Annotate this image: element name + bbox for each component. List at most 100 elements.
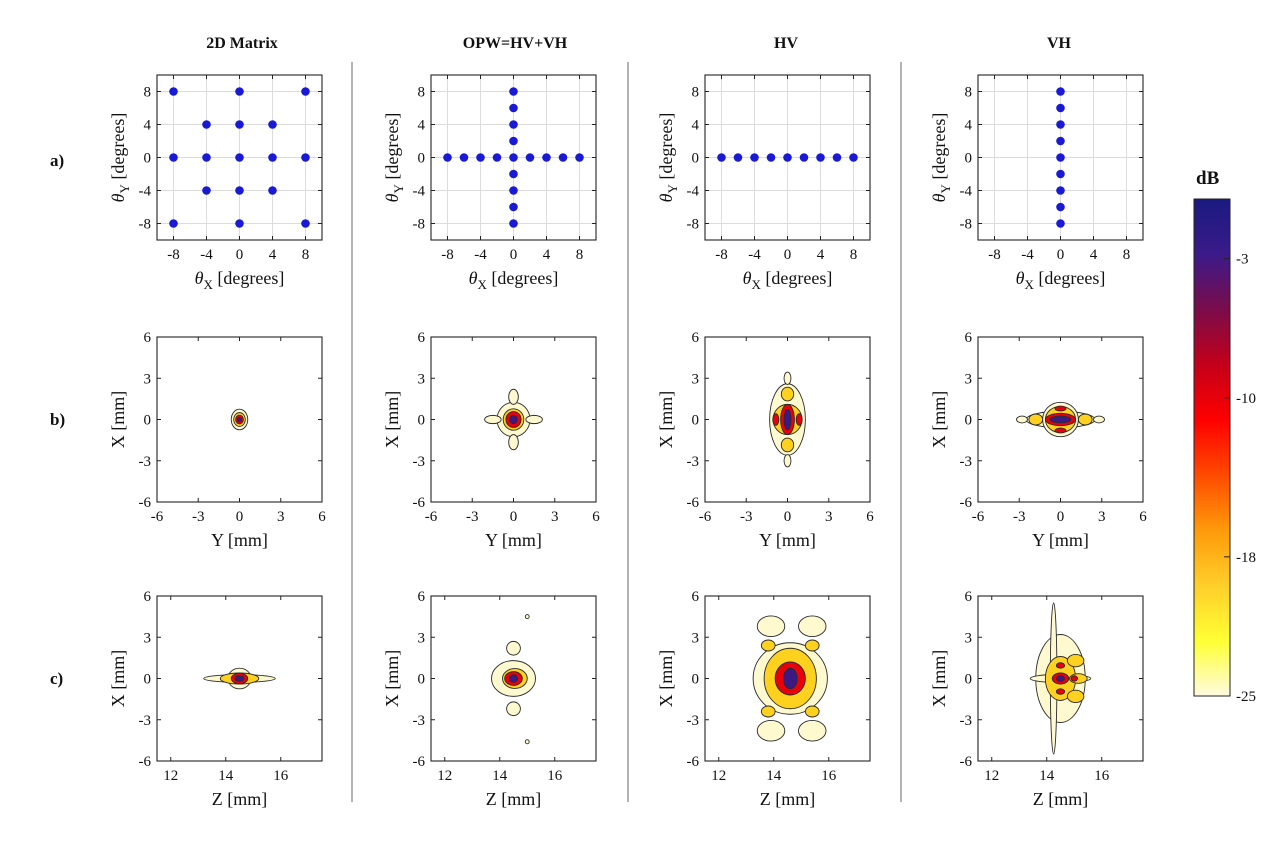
contour-region [1055, 688, 1066, 695]
contour-region [772, 413, 780, 426]
y-tick-label: 0 [965, 413, 973, 429]
y-axis-label: X [mm] [656, 650, 676, 708]
x-tick-label: -8 [988, 247, 1001, 263]
data-point [235, 120, 244, 129]
data-point [202, 153, 211, 162]
y-tick-label: 3 [692, 371, 700, 387]
x-tick-label: -3 [192, 509, 205, 525]
contour-region [1066, 653, 1085, 668]
data-point [1056, 219, 1065, 228]
x-tick-label: 16 [1094, 768, 1110, 784]
data-point [1056, 87, 1065, 96]
x-tick-label: 16 [821, 768, 837, 784]
data-point [509, 120, 518, 129]
contour-region [524, 739, 530, 745]
y-tick-label: 6 [965, 330, 973, 346]
data-point [816, 153, 825, 162]
x-tick-label: 0 [236, 509, 244, 525]
y-tick-label: -6 [960, 754, 973, 770]
data-point [1056, 186, 1065, 195]
contour-region [1054, 405, 1067, 412]
y-axis-label: X [mm] [108, 650, 128, 708]
x-axis-label: Y [mm] [759, 530, 816, 550]
contour-region [795, 413, 803, 426]
x-tick-label: 4 [1090, 247, 1098, 263]
contour-region [1049, 415, 1072, 424]
data-point [169, 219, 178, 228]
y-axis-label: X [mm] [382, 391, 402, 449]
y-axis-label: X [mm] [108, 391, 128, 449]
x-tick-label: -4 [200, 247, 213, 263]
y-tick-label: 0 [965, 151, 973, 167]
data-point [235, 87, 244, 96]
x-tick-label: 0 [510, 247, 518, 263]
data-point [268, 120, 277, 129]
data-point [525, 153, 535, 162]
data-point [509, 153, 518, 162]
contour-region [234, 675, 245, 682]
data-point [750, 153, 759, 162]
contour-group [484, 388, 543, 451]
y-tick-label: -4 [687, 184, 700, 200]
contour-group [203, 667, 276, 690]
x-axis-label: Z [mm] [212, 789, 268, 809]
y-tick-label: 0 [418, 672, 426, 688]
y-tick-label: 0 [144, 413, 152, 429]
x-tick-label: -3 [1013, 509, 1026, 525]
data-point [459, 153, 469, 162]
contour-region [508, 434, 519, 451]
x-axis-label: Y [mm] [1032, 530, 1089, 550]
y-tick-label: 6 [144, 330, 152, 346]
x-tick-label: 12 [711, 768, 726, 784]
y-tick-label: -3 [687, 454, 700, 470]
y-tick-label: -6 [413, 754, 426, 770]
contour-region [1070, 675, 1078, 682]
data-point [509, 136, 518, 146]
data-point [235, 153, 244, 162]
y-axis-label: X [mm] [929, 650, 949, 708]
marker-group [443, 87, 584, 228]
y-axis-label: θY [degrees] [108, 113, 132, 203]
row-label-c: c) [50, 669, 63, 688]
y-tick-label: 3 [144, 630, 152, 646]
data-point [733, 153, 743, 162]
contour-region [1055, 662, 1066, 669]
y-tick-label: -4 [960, 184, 973, 200]
data-point [509, 219, 518, 228]
x-axis-label: Z [mm] [486, 789, 542, 809]
y-tick-label: 8 [144, 85, 152, 101]
data-point [542, 153, 551, 162]
data-point [492, 153, 502, 162]
y-tick-label: 0 [144, 151, 152, 167]
x-axis-label: θX [degrees] [469, 268, 559, 292]
y-tick-label: 8 [692, 85, 700, 101]
y-tick-label: -4 [139, 184, 152, 200]
x-tick-label: 0 [1057, 247, 1065, 263]
contour-region [782, 667, 798, 690]
x-tick-label: 0 [784, 247, 792, 263]
contour-region [756, 719, 786, 742]
x-tick-label: 14 [766, 768, 782, 784]
panel-a-opw-hv-vh: -8 -4 0 4 8 -8 -4 0 4 8 θX [degrees] θY [degrees] [382, 74, 597, 292]
panel-c-hv: 12 14 16 -6 -3 0 3 6 Z [mm] X [mm] [656, 589, 871, 809]
data-point [169, 153, 178, 162]
contour-region [804, 705, 820, 718]
contour-region [524, 614, 530, 620]
column-title-2d-matrix: 2D Matrix [206, 35, 278, 52]
y-tick-label: 0 [692, 672, 700, 688]
contour-region [760, 639, 776, 652]
y-tick-label: 4 [144, 118, 152, 134]
panel-b-2d-matrix: -6 -3 0 3 6 -6 -3 0 3 6 Y [mm] X [mm] [108, 330, 326, 550]
contour-region [1056, 675, 1065, 682]
data-point [509, 202, 518, 212]
contour-group [752, 615, 828, 742]
contour-region [508, 674, 519, 683]
data-point [268, 186, 277, 195]
data-point [509, 87, 518, 96]
contour-group [769, 371, 806, 468]
x-axis-label: θX [degrees] [743, 268, 833, 292]
x-axis-label: θX [degrees] [195, 268, 285, 292]
x-tick-label: 0 [1057, 509, 1065, 525]
x-tick-label: 8 [576, 247, 584, 263]
y-tick-label: -3 [413, 454, 426, 470]
